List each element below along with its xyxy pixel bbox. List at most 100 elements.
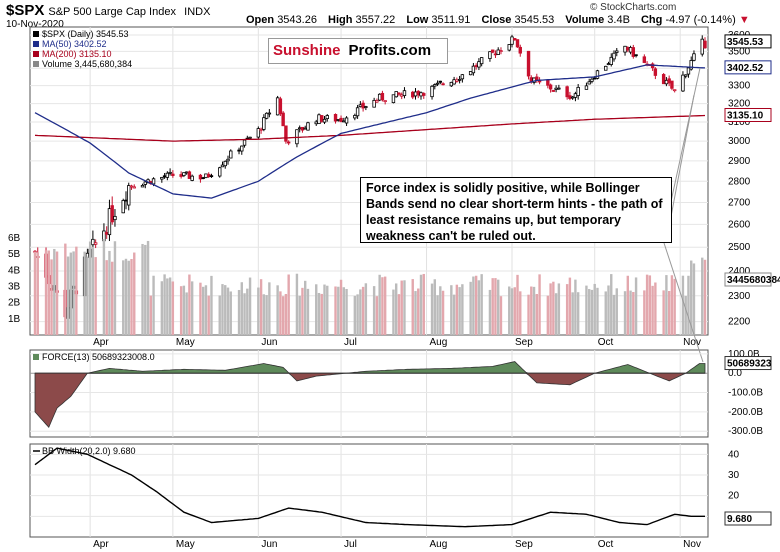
price-tick-2300: 2300 <box>728 291 751 302</box>
volume-bar <box>204 285 208 335</box>
volume-bar <box>141 243 144 335</box>
candle-body <box>242 139 247 146</box>
volume-bar <box>276 285 279 335</box>
candle-body <box>113 215 117 221</box>
volume-bar <box>645 274 649 335</box>
force-panel <box>29 349 709 438</box>
candle-body <box>642 56 647 63</box>
volume-bar <box>684 295 687 335</box>
last-bb-label: 9.680 <box>724 511 772 526</box>
candle-body <box>248 136 252 139</box>
volume-bar <box>257 287 260 335</box>
candle-body <box>628 47 633 53</box>
candle-body <box>394 91 398 98</box>
candle-body <box>590 78 594 82</box>
volume-bar <box>557 283 561 335</box>
ma50-line <box>34 64 706 199</box>
candle-body <box>121 200 125 214</box>
volume-bar <box>546 295 550 335</box>
volume-bar <box>33 251 37 335</box>
volume-bar <box>439 286 442 335</box>
volume-bar <box>179 286 183 335</box>
candle-body <box>479 57 484 65</box>
force-tick-4: -300.0B <box>728 426 763 437</box>
candle-body <box>397 92 401 95</box>
candle-body <box>634 54 638 57</box>
month-label-jul: Jul <box>344 337 357 348</box>
candle-body <box>171 173 175 176</box>
volume-bar <box>201 286 205 335</box>
volume-bar <box>654 282 657 335</box>
last-ma50-label-text: 3402.52 <box>727 63 764 74</box>
candle-body <box>430 85 434 98</box>
price-legend-3: Volume 3,445,680,384 <box>42 59 132 69</box>
volume-bar <box>55 251 59 335</box>
candle-body <box>240 145 244 152</box>
volume-tick-5b: 5B <box>8 249 21 260</box>
volume-bar <box>634 277 638 335</box>
volume-bar <box>632 292 635 335</box>
volume-bar <box>494 278 497 335</box>
volume-bar <box>670 275 674 335</box>
volume-bar <box>44 250 48 335</box>
volume-bar <box>163 274 166 335</box>
volume-bar <box>422 273 425 335</box>
candle-body <box>670 80 674 89</box>
volume-bar <box>593 283 596 335</box>
volume-bar <box>378 274 381 335</box>
volume-bar <box>127 260 130 335</box>
volume-bar <box>590 289 594 335</box>
volume-bar <box>124 258 128 335</box>
candle-body <box>262 117 266 130</box>
open-label: Open <box>246 14 275 26</box>
down-arrow-icon: ▼ <box>738 14 750 26</box>
volume-bar <box>306 288 310 335</box>
candle-body <box>355 107 360 117</box>
volume-bar <box>281 296 285 335</box>
last-ma200-label: 3135.10 <box>724 107 772 122</box>
candle-body <box>267 112 272 115</box>
candle-body <box>342 120 346 123</box>
volume-bar <box>304 280 307 335</box>
volume-bar <box>651 285 654 335</box>
candle-body <box>499 50 503 53</box>
volume-bar <box>477 280 481 335</box>
volume-bar <box>226 287 230 335</box>
volume-bar <box>510 288 514 335</box>
volume-bar <box>199 282 202 335</box>
month-label-may: May <box>176 337 195 348</box>
brand-link[interactable]: © StockCharts.com <box>590 2 677 13</box>
volume-bar <box>88 241 92 335</box>
candle-body <box>612 52 616 60</box>
volume-bar <box>86 256 89 335</box>
volume-bar <box>687 275 690 335</box>
volume-bar <box>430 283 434 335</box>
volume-bar <box>342 287 346 335</box>
volume-bar <box>237 289 241 335</box>
volume-bar <box>83 251 86 335</box>
candle-body <box>411 91 415 98</box>
volume-bar <box>400 280 403 335</box>
volume-bar <box>248 277 252 335</box>
volume-bar <box>279 291 282 335</box>
candle-body <box>336 119 340 121</box>
candle-body <box>681 74 685 92</box>
price-tick-3500: 3500 <box>728 46 751 57</box>
candle-body <box>488 51 492 59</box>
candle-body <box>615 50 619 53</box>
volume-bar <box>665 275 668 335</box>
volume-bar <box>383 276 387 335</box>
candle-body <box>400 94 404 97</box>
volume-value: 3.4B <box>607 14 630 26</box>
candle-body <box>317 114 321 125</box>
volume-bar <box>394 283 398 335</box>
volume-bar <box>629 290 632 335</box>
candle-body <box>124 199 128 202</box>
candle-body <box>557 87 561 90</box>
volume-bar <box>295 273 299 335</box>
candle-body <box>518 46 522 54</box>
volume-bar <box>323 284 326 335</box>
volume-bar <box>519 291 522 335</box>
volume-bar <box>102 239 106 335</box>
candle-body <box>127 185 131 206</box>
